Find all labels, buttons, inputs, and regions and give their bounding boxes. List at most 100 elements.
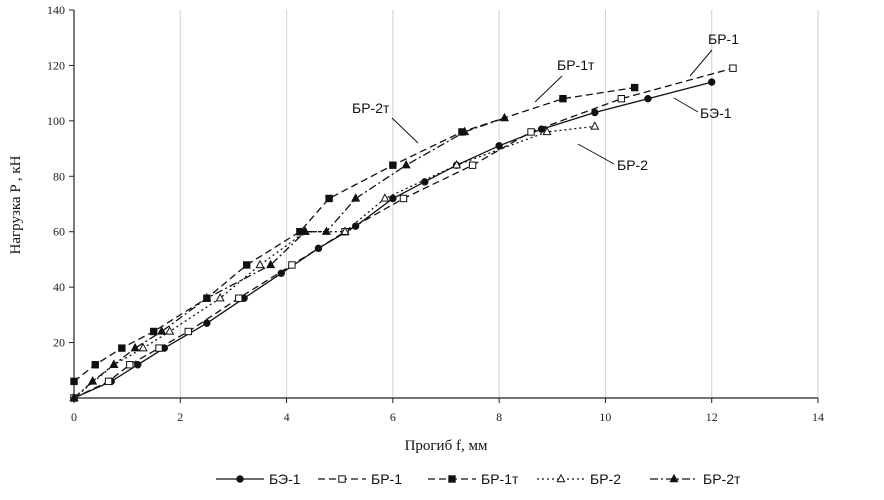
data-point xyxy=(300,226,310,235)
data-point xyxy=(468,161,477,169)
series-line xyxy=(73,117,505,399)
series-annotation: БР-1т xyxy=(557,57,595,73)
y-tick-label: 40 xyxy=(53,280,65,294)
data-point xyxy=(401,159,411,169)
annotation-leaders xyxy=(391,49,713,165)
data-point xyxy=(630,83,639,92)
data-point xyxy=(380,193,390,202)
legend-item: БР-1 xyxy=(318,471,402,487)
data-point xyxy=(184,327,192,336)
legend-label: БР-2 xyxy=(590,471,621,487)
x-tick-label: 6 xyxy=(390,410,396,424)
legend-label: БР-1т xyxy=(481,471,519,487)
data-point xyxy=(399,194,408,203)
data-point xyxy=(389,194,397,203)
series-бр-2т xyxy=(69,112,509,402)
y-tick-label: 60 xyxy=(53,225,65,239)
legend-marker xyxy=(448,475,456,483)
legend-marker xyxy=(556,473,566,483)
legend-item: БР-1т xyxy=(428,471,519,487)
y-tick-label: 80 xyxy=(53,169,65,183)
legend-item: БР-2 xyxy=(537,471,621,487)
y-tick-label: 120 xyxy=(47,58,65,72)
data-point xyxy=(126,361,134,369)
data-point xyxy=(69,392,79,402)
y-axis-title: Нагрузка P , кН xyxy=(8,155,24,254)
series-line xyxy=(73,125,595,399)
axes xyxy=(69,9,819,403)
x-tick-label: 10 xyxy=(599,410,611,424)
legend-marker xyxy=(236,475,244,483)
annotation-leader xyxy=(534,75,563,103)
data-point xyxy=(266,259,276,269)
y-tick-label: 140 xyxy=(47,3,65,17)
annotation-leader xyxy=(391,117,419,144)
data-point xyxy=(591,108,599,117)
data-point xyxy=(138,342,148,352)
data-point xyxy=(118,344,126,352)
data-point xyxy=(559,94,567,103)
data-point xyxy=(88,376,98,385)
x-tick-label: 12 xyxy=(706,410,718,424)
x-tick-label: 14 xyxy=(812,410,824,424)
data-point xyxy=(203,319,211,327)
data-point xyxy=(499,112,509,122)
data-point xyxy=(91,361,99,369)
data-point xyxy=(202,292,212,302)
data-point xyxy=(708,78,716,86)
x-tick-label: 0 xyxy=(71,410,77,424)
data-point xyxy=(351,193,361,202)
series-layer xyxy=(69,64,737,402)
legend-item: БР-2т xyxy=(650,471,741,487)
data-point xyxy=(460,126,470,136)
legend-label: БЭ-1 xyxy=(269,471,301,487)
data-point xyxy=(729,64,737,72)
data-point xyxy=(109,359,119,368)
data-point xyxy=(150,327,158,336)
data-point xyxy=(644,94,652,103)
data-point xyxy=(277,269,285,277)
series-annotation: БЭ-1 xyxy=(700,105,732,121)
data-point xyxy=(134,361,142,369)
data-point xyxy=(617,94,626,103)
series-бр-1 xyxy=(70,64,737,402)
y-tick-label: 20 xyxy=(53,336,65,350)
data-point xyxy=(340,226,350,235)
data-point xyxy=(421,178,429,186)
data-point xyxy=(325,194,333,203)
data-point xyxy=(321,226,331,235)
data-point xyxy=(389,161,397,169)
series-annotation: БР-1 xyxy=(708,31,739,47)
series-line xyxy=(73,67,734,399)
x-tick-label: 2 xyxy=(177,410,183,424)
data-point xyxy=(104,377,113,386)
series-annotation: БР-2 xyxy=(617,157,648,173)
data-point xyxy=(243,261,251,269)
data-point xyxy=(70,377,78,386)
data-point xyxy=(527,128,535,136)
data-point xyxy=(542,126,552,136)
data-point xyxy=(452,159,462,169)
annotation-leader xyxy=(673,97,699,113)
data-point xyxy=(215,292,225,302)
tick-labels: 0 2 4 6 8 10 12 14 20 40 60 80 100 120 140 xyxy=(47,3,824,424)
legend: БЭ-1 БР-1 БР-1т БР-2 БР-2т xyxy=(216,471,741,487)
annotation-leader xyxy=(577,143,615,165)
legend-label: БР-1 xyxy=(371,471,402,487)
y-tick-label: 100 xyxy=(47,114,65,128)
legend-label: БР-2т xyxy=(703,471,741,487)
legend-marker xyxy=(338,475,346,483)
x-tick-label: 8 xyxy=(496,410,502,424)
data-point xyxy=(130,342,140,352)
data-point xyxy=(590,121,600,130)
annotation-leader xyxy=(689,49,713,77)
data-point xyxy=(165,326,175,335)
data-point xyxy=(288,261,296,269)
data-point xyxy=(235,294,243,302)
series-annotation: БР-2т xyxy=(352,100,390,116)
legend-item: БЭ-1 xyxy=(216,471,301,487)
grid-lines xyxy=(179,10,819,398)
x-tick-label: 4 xyxy=(284,410,290,424)
legend-marker xyxy=(669,473,679,483)
annotation-labels: БР-1 БР-1т БР-2т БЭ-1 БР-2 xyxy=(352,31,739,173)
